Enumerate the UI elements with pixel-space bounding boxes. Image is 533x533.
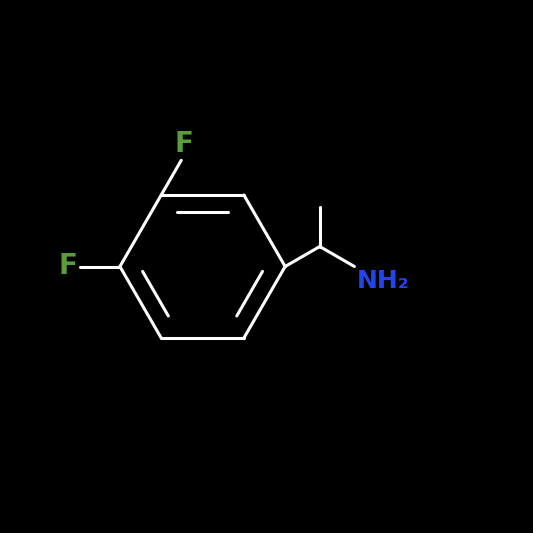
Text: F: F [59,253,77,280]
Text: NH₂: NH₂ [357,269,410,293]
Text: F: F [174,130,193,158]
